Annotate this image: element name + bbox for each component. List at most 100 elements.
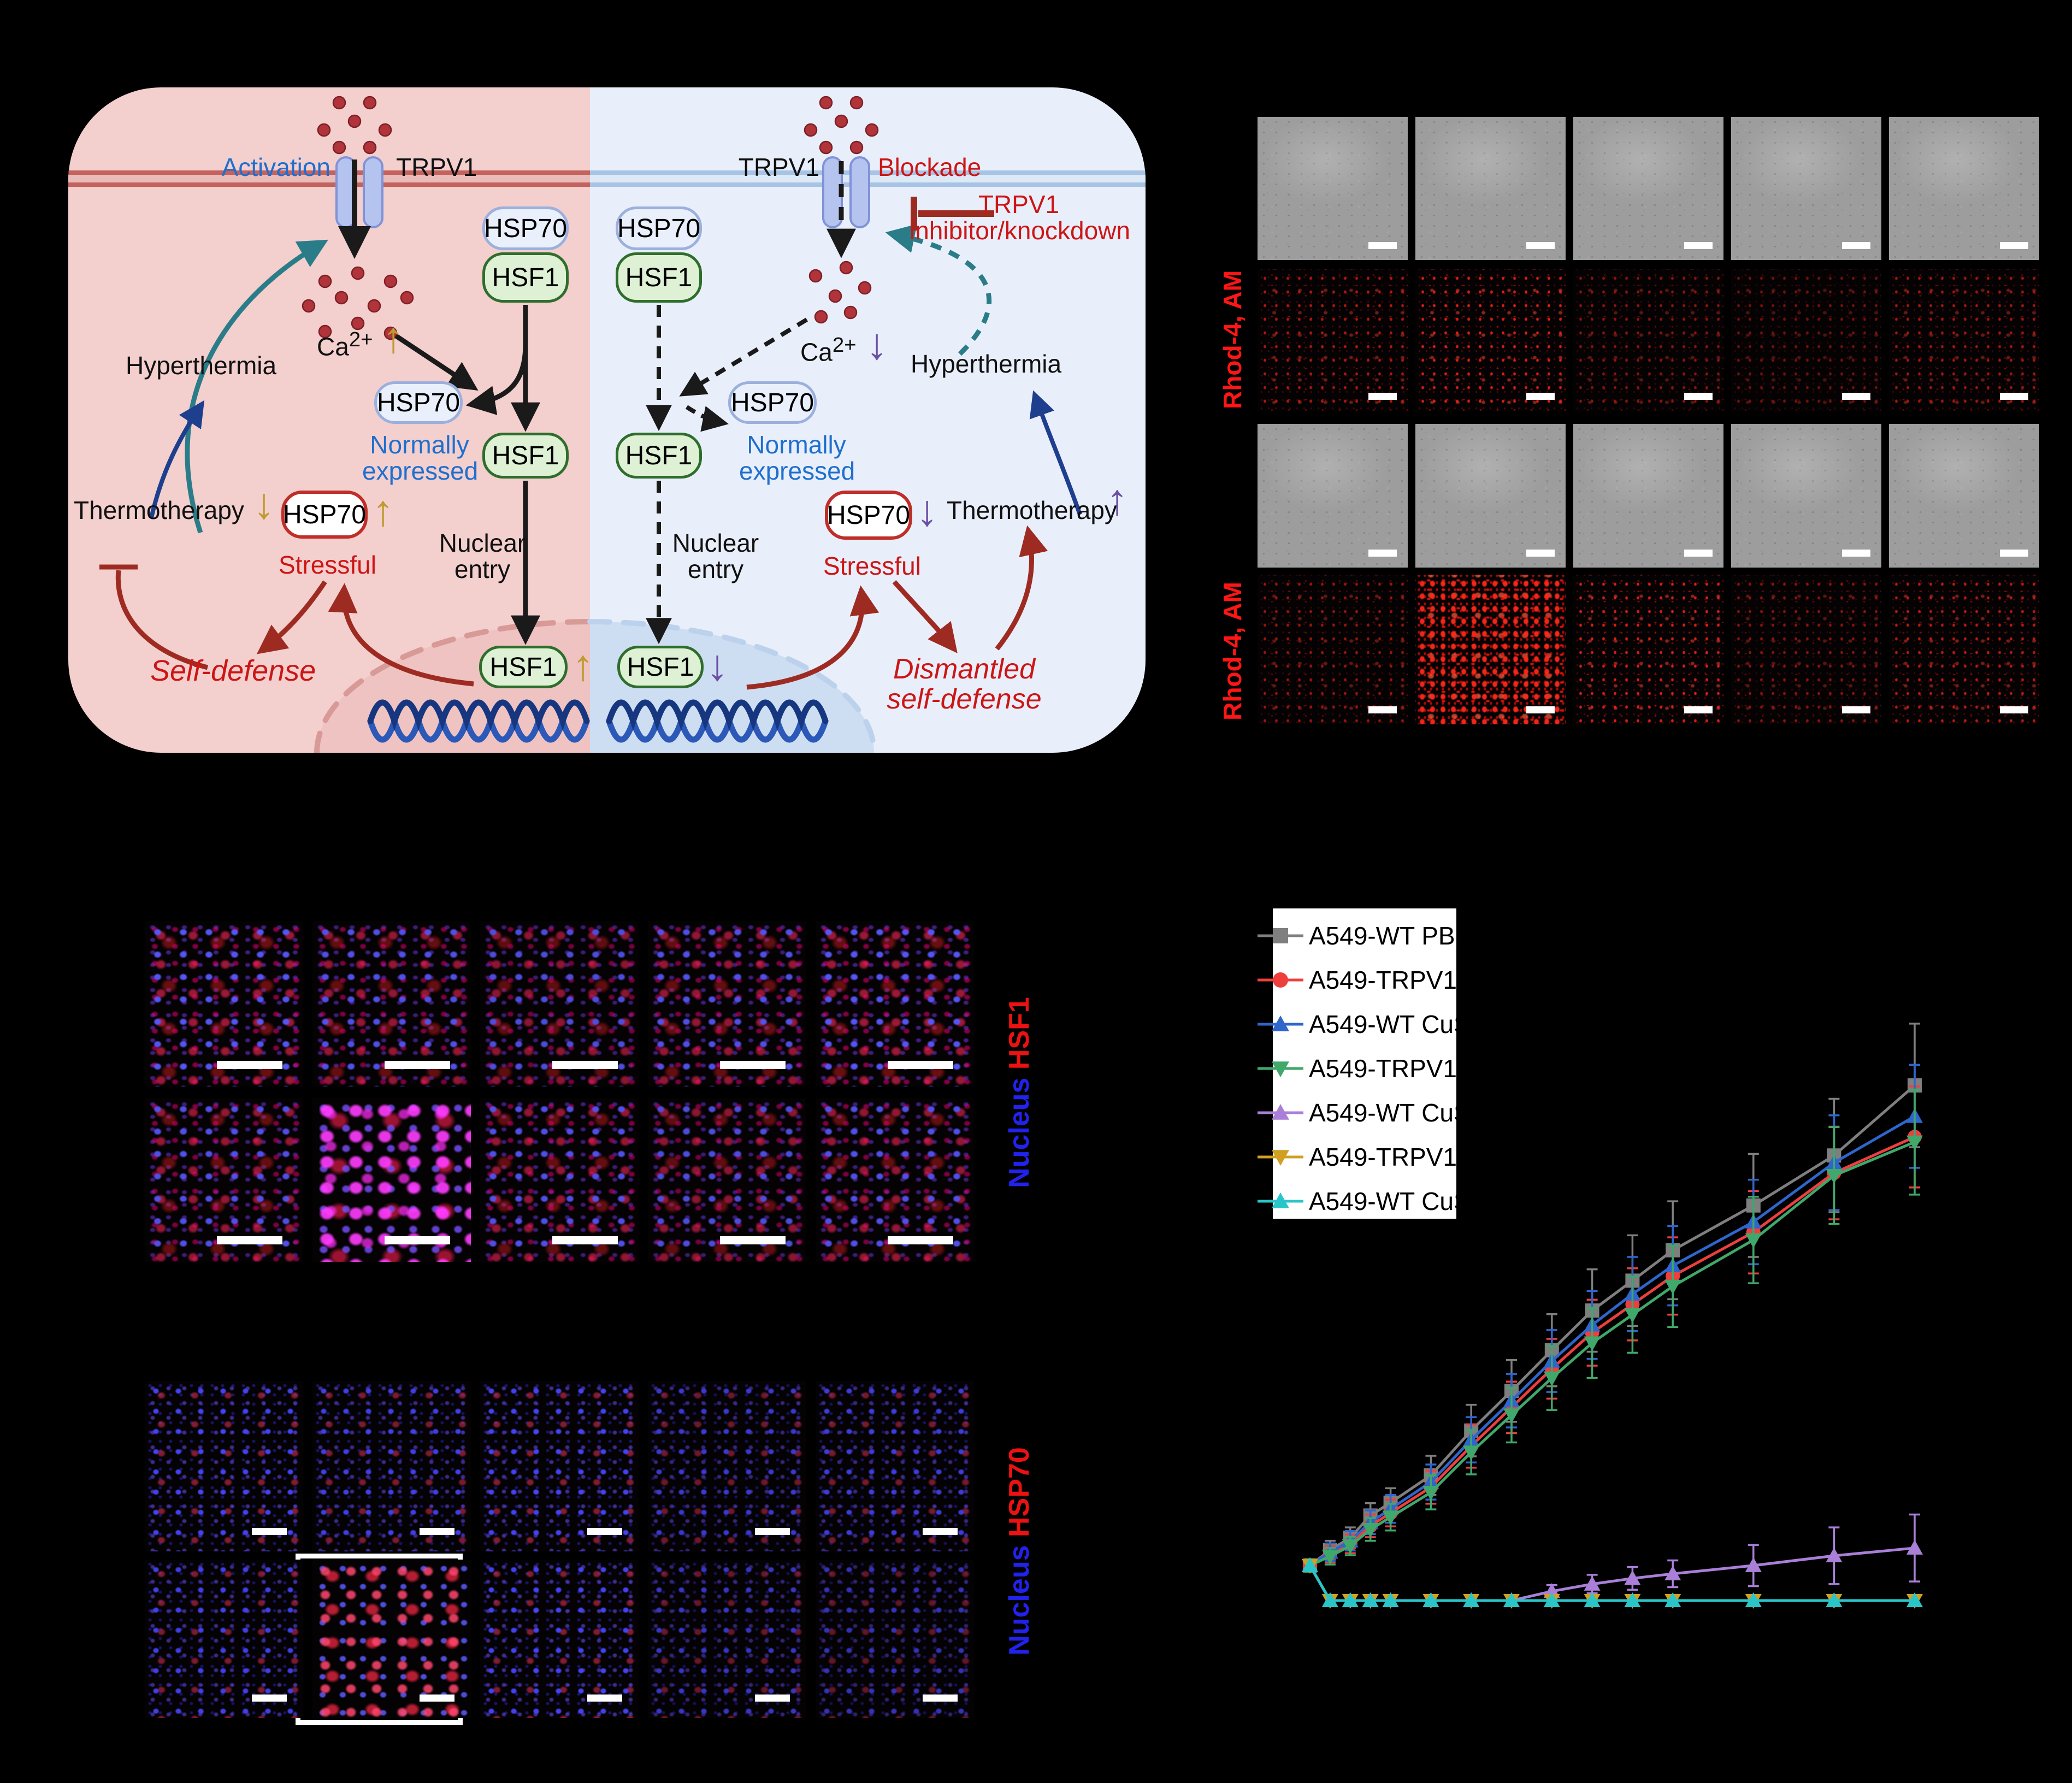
activation-label: Activation — [221, 153, 330, 181]
blockade-label: Blockade — [878, 153, 982, 181]
micrograph-texture — [1415, 575, 1566, 724]
micrograph-texture — [312, 1560, 471, 1718]
decrease-arrow-icon: ↓ — [253, 479, 275, 528]
scale-bar — [888, 1061, 953, 1069]
hsp70-pill: HSP70 — [616, 206, 702, 250]
scale-bar — [1684, 706, 1713, 713]
micrograph-texture — [816, 1560, 974, 1718]
micrograph-texture — [1889, 269, 2039, 411]
stressful-label: Stressful — [823, 552, 921, 580]
ca-sup: 2+ — [832, 333, 857, 357]
thermotherapy-label: Thermotherapy — [947, 496, 1117, 524]
micrograph-texture — [1258, 117, 1408, 260]
scale-bar — [888, 1236, 953, 1244]
trpv1-label: TRPV1 — [396, 153, 477, 181]
legend-label: A549-WT CuS — [1309, 1186, 1471, 1215]
scale-bar — [1842, 550, 1870, 557]
micrograph-d-r1c3 — [480, 1381, 639, 1551]
micrograph-texture — [480, 1098, 639, 1262]
micrograph-d-r1c1 — [145, 1381, 303, 1551]
micrograph-texture — [1573, 269, 1723, 411]
chart-series — [1302, 1557, 1923, 1607]
scale-bar — [1526, 706, 1555, 713]
micrograph-texture — [480, 921, 639, 1087]
legend-item: A549-WT CuS — [1256, 1090, 1472, 1135]
hsf1-pill: HSF1 — [482, 433, 569, 479]
dismantled-self-defense-label: Dismantled self-defense — [887, 653, 1042, 715]
tumor-growth-chart — [1302, 1023, 1923, 1609]
hsf1-label: HSF1 — [1003, 997, 1035, 1070]
panel-c-side-label: Nucleus HSF1 — [1003, 997, 1036, 1188]
scale-bar — [755, 1695, 790, 1702]
hsf1-nucleus-pill: HSF1 — [479, 646, 568, 688]
micrograph-b-r1c3 — [1573, 117, 1723, 260]
micrograph-texture — [1731, 117, 1881, 260]
micrograph-d-r1c4 — [648, 1381, 806, 1551]
rhod4-row-label: Rhod-4, AM — [1218, 270, 1247, 409]
scale-bar — [552, 1236, 618, 1244]
ca-base: Ca — [800, 338, 833, 367]
legend-marker-icon — [1258, 1015, 1303, 1031]
micrograph-b-r4c1 — [1258, 575, 1408, 724]
scale-bar — [1684, 393, 1713, 400]
micrograph-d-r1c5 — [816, 1381, 974, 1551]
scale-bar — [217, 1061, 282, 1069]
micrograph-texture — [1731, 269, 1881, 411]
hsf1-nucleus-pill: HSF1 — [617, 646, 704, 688]
micrograph-texture — [1573, 117, 1723, 260]
scale-bar — [587, 1528, 622, 1535]
scale-bar — [252, 1695, 287, 1702]
micrograph-texture — [145, 1098, 303, 1262]
micrograph-b-r4c4 — [1731, 575, 1881, 724]
calcium-ions — [302, 96, 879, 340]
micrograph-c-r1c2 — [312, 921, 471, 1087]
legend-marker-icon — [1258, 1103, 1303, 1120]
legend-item: A549-TRPV1 — [1256, 958, 1472, 1002]
ca-base: Ca — [317, 332, 349, 361]
micrograph-texture — [648, 921, 806, 1087]
scale-bar — [720, 1236, 786, 1244]
nucleus-label: Nucleus — [1003, 1077, 1035, 1188]
hsf1-pill: HSF1 — [482, 252, 569, 303]
scale-bar — [1842, 242, 1870, 249]
scale-bar — [923, 1695, 958, 1702]
scale-bar — [1526, 550, 1555, 557]
legend-label: A549-TRPV1 — [1309, 965, 1457, 994]
micrograph-texture — [648, 1560, 806, 1718]
micrograph-b-r1c1 — [1258, 117, 1408, 260]
micrograph-c-r1c3 — [480, 921, 639, 1087]
micrograph-texture — [1889, 424, 2039, 568]
trpv1-channel-icon — [335, 156, 383, 228]
micrograph-c-r2c1 — [145, 1098, 303, 1262]
scale-bar — [1684, 550, 1713, 557]
micrograph-texture — [1573, 424, 1723, 568]
chart-series — [1302, 1513, 1923, 1607]
micrograph-c-r2c4 — [648, 1098, 806, 1262]
hsp70-stress-pill: HSP70 — [281, 491, 368, 539]
legend-marker-icon — [1258, 1061, 1303, 1077]
scale-bar — [252, 1528, 287, 1535]
scale-bar — [1526, 393, 1555, 400]
pathway-arrows-left — [99, 160, 540, 687]
micrograph-texture — [1731, 575, 1881, 724]
scale-bar — [420, 1528, 454, 1535]
micrograph-texture — [1889, 575, 2039, 724]
nuclear-entry-label: Nuclear entry — [672, 529, 759, 584]
micrograph-texture — [648, 1098, 806, 1262]
micrograph-d-r2c4 — [648, 1560, 806, 1718]
micrograph-texture — [648, 1381, 806, 1551]
scale-bar — [385, 1061, 450, 1069]
hyperthermia-label: Hyperthermia — [126, 351, 277, 380]
hsf1-pill: HSF1 — [616, 433, 702, 479]
legend-marker-icon — [1258, 972, 1303, 988]
scale-bar — [1368, 393, 1397, 400]
micrograph-b-r2c4 — [1731, 269, 1881, 411]
hsp70-pill: HSP70 — [482, 206, 569, 250]
micrograph-b-r3c2 — [1415, 424, 1566, 568]
scale-bar — [2000, 393, 2028, 400]
micrograph-b-r4c5 — [1889, 575, 2039, 724]
hsp70-normal-pill: HSP70 — [728, 381, 817, 424]
decrease-arrow-icon: ↓ — [916, 486, 938, 535]
scale-bar — [552, 1061, 618, 1069]
micrograph-b-r1c5 — [1889, 117, 2039, 260]
